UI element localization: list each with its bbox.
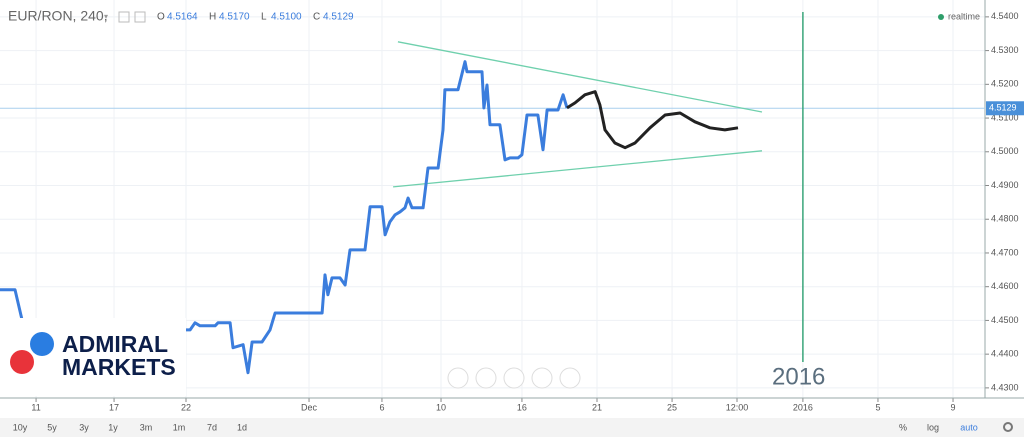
ohlc-value: 4.5170 (219, 12, 250, 23)
annotation: 2016 (772, 363, 825, 390)
y-tick-label: 4.4500 (991, 315, 1019, 325)
x-tick-label: 17 (109, 402, 119, 412)
x-tick-label: 22 (181, 402, 191, 412)
x-tick-label: 5 (875, 402, 880, 412)
realtime-label: realtime (948, 11, 980, 21)
x-tick-label: 9 (951, 402, 956, 412)
ohlc-value: 4.5129 (323, 12, 354, 23)
zoom-button[interactable] (531, 367, 553, 389)
ohlc-key: H (209, 12, 216, 23)
range-button[interactable]: 1m (173, 422, 186, 432)
range-button[interactable]: 1d (237, 422, 247, 432)
range-button[interactable]: 1y (108, 422, 118, 432)
zoom-button[interactable] (447, 367, 469, 389)
range-button[interactable]: 10y (13, 422, 28, 432)
price-series (0, 60, 569, 375)
y-tick-label: 4.5000 (991, 146, 1019, 156)
logo-text: ADMIRAL (62, 331, 168, 357)
range-button[interactable]: 7d (207, 422, 217, 432)
logo-red (10, 350, 34, 374)
y-tick-label: 4.5100 (991, 112, 1019, 122)
y-tick-label: 4.4600 (991, 281, 1019, 291)
scale-button[interactable]: auto (960, 422, 978, 432)
chart-title: EUR/RON, 240, (8, 8, 108, 24)
zoom-button[interactable] (503, 367, 525, 389)
range-button[interactable]: 3y (79, 422, 89, 432)
y-tick-label: 4.4700 (991, 247, 1019, 257)
y-tick-label: 4.4400 (991, 349, 1019, 359)
trend-line (397, 41, 763, 113)
x-tick-label: 2016 (793, 402, 813, 412)
scale-button[interactable]: % (899, 422, 907, 432)
zoom-button[interactable] (559, 367, 581, 389)
close-icon[interactable] (134, 11, 146, 23)
gear-icon[interactable] (1003, 422, 1013, 432)
y-tick-label: 4.5200 (991, 79, 1019, 89)
zoom-button[interactable] (475, 367, 497, 389)
toolbar (0, 418, 1024, 437)
x-tick-label: Dec (301, 402, 318, 412)
ohlc-key: L (261, 12, 267, 23)
y-tick-label: 4.5300 (991, 45, 1019, 55)
x-tick-label: 21 (592, 402, 602, 412)
ohlc-value: 4.5100 (271, 12, 302, 23)
dropdown-icon: ▾ (104, 12, 108, 21)
y-tick-label: 4.4800 (991, 214, 1019, 224)
x-tick-label: 10 (436, 402, 446, 412)
price-label-box (986, 101, 1024, 116)
price-label: 4.5129 (989, 103, 1017, 113)
logo-blue (30, 332, 54, 356)
scale-button[interactable]: log (927, 422, 939, 432)
x-tick-label: 25 (667, 402, 677, 412)
x-tick-label: 16 (517, 402, 527, 412)
logo-text: MARKETS (62, 354, 176, 380)
price-series (566, 90, 739, 150)
x-tick-label: 11 (31, 402, 40, 412)
range-button[interactable]: 3m (140, 422, 153, 432)
y-tick-label: 4.4900 (991, 180, 1019, 190)
trend-line (393, 150, 763, 188)
x-tick-label: 6 (379, 402, 384, 412)
ohlc-key: C (313, 12, 320, 23)
ohlc-value: 4.5164 (167, 12, 198, 23)
y-tick-label: 4.4300 (991, 382, 1019, 392)
settings-icon[interactable] (118, 11, 130, 23)
x-tick-label: 12:00 (726, 402, 749, 412)
ohlc-key: O (157, 12, 165, 23)
y-tick-label: 4.5400 (991, 11, 1019, 21)
range-button[interactable]: 5y (47, 422, 57, 432)
realtime-dot (938, 14, 944, 20)
